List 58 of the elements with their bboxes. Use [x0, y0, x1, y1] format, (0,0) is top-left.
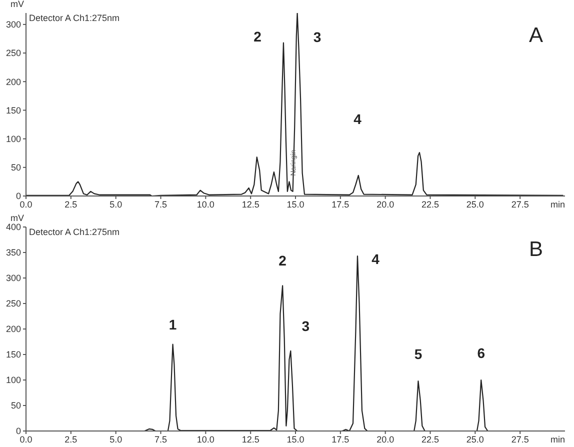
annotation: 2 [278, 252, 287, 269]
annotation: 4 [354, 111, 362, 128]
annotation: 4 [372, 251, 380, 268]
annotation: 2 [254, 28, 262, 45]
x-tick-label: 17.5 [332, 434, 350, 444]
annotation: 5 [414, 346, 422, 362]
x-tick-label: 10.0 [196, 434, 214, 444]
x-tick-label: 27.5 [511, 434, 529, 444]
text: B [528, 238, 543, 261]
y-tick-label: 200 [6, 324, 21, 334]
x-tick-label: 5.0 [110, 434, 122, 444]
y-tick-label: 300 [6, 273, 21, 284]
x-tick-label: 27.5 [511, 199, 529, 210]
y-tick-label: 250 [6, 48, 21, 58]
y-tick-label: 150 [6, 350, 21, 360]
x-tick-label: 12.5 [242, 199, 260, 210]
y-tick-label: 100 [6, 134, 21, 144]
x-tick-label: 12.5 [242, 434, 260, 444]
x-tick-label: 25.0 [466, 199, 484, 210]
annotation: 6 [477, 345, 486, 361]
y-axis-title: mV [10, 0, 24, 9]
x-tick-label: 0.0 [20, 434, 32, 444]
annotation: 3 [313, 29, 322, 45]
y-tick-label: 0 [16, 191, 21, 202]
y-tick-label: 400 [6, 222, 21, 232]
y-axis-title: mV [10, 213, 24, 223]
x-tick-label: 20.0 [376, 199, 394, 210]
annotation: 1 [168, 316, 177, 332]
x-tick-label: 2.5 [64, 434, 78, 444]
annotation: Detector A Ch1:275nm [29, 227, 120, 237]
x-axis-title: min [550, 199, 565, 210]
annotation: Detector A Ch1:275nm [29, 13, 120, 23]
y-tick-label: 300 [6, 20, 21, 30]
y-tick-label: 0 [16, 426, 21, 436]
y-tick-label: 250 [6, 298, 21, 309]
x-tick-label: 25.0 [466, 434, 484, 444]
x-tick-label: 15.0 [286, 199, 304, 210]
x-tick-label: 0.0 [20, 199, 32, 210]
line-series [26, 13, 564, 196]
x-tick-label: 5.0 [110, 199, 122, 210]
x-tick-label: 15.0 [286, 434, 304, 444]
x-tick-label: 10.0 [196, 199, 214, 210]
y-tick-label: 50 [10, 400, 21, 411]
x-axis-title: min [550, 434, 565, 444]
y-tick-label: 350 [6, 248, 21, 258]
text: A [528, 24, 543, 47]
y-tick-label: 50 [10, 162, 21, 173]
x-tick-label: 22.5 [421, 434, 440, 444]
x-tick-label: 22.5 [421, 199, 440, 210]
y-tick-label: 100 [6, 375, 21, 386]
x-tick-label: 7.5 [154, 199, 168, 210]
x-tick-label: 2.5 [64, 199, 78, 210]
x-tick-label: 20.0 [376, 434, 394, 444]
x-tick-label: 17.5 [332, 199, 350, 210]
y-tick-label: 200 [6, 76, 21, 87]
x-tick-label: 7.5 [154, 434, 168, 444]
y-tick-label: 150 [6, 105, 21, 116]
annotation: 3 [302, 318, 310, 334]
